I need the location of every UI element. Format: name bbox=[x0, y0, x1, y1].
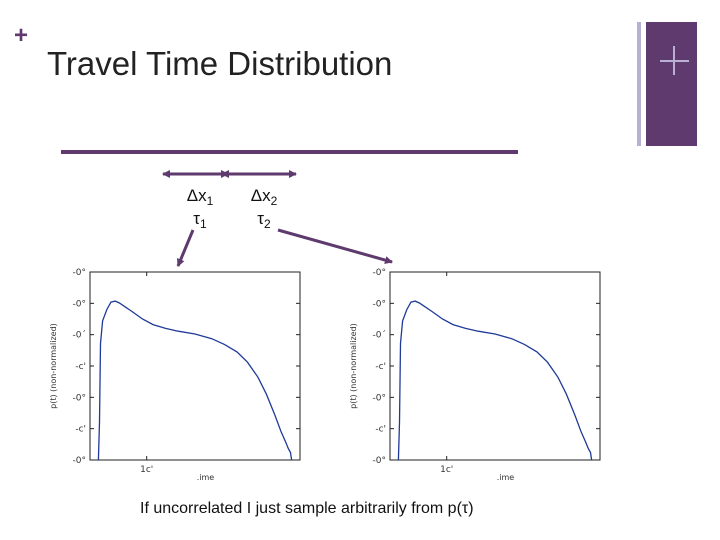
y-tick-label: -0´ bbox=[373, 330, 386, 341]
distribution-plot-2: -0° -0° -0´ -c' -0° -c' -0° 1c' .ime p(t) (non-no… bbox=[349, 268, 601, 482]
x-axis-label: .ime bbox=[197, 473, 215, 482]
y-tick-label: -0° bbox=[373, 299, 386, 309]
segment-1-tau-label: τ1 bbox=[193, 209, 207, 231]
distribution-curve bbox=[97, 300, 293, 461]
y-axis-label: p(t) (non-normalized) bbox=[49, 323, 58, 409]
y-axis-label: p(t) (non-normalized) bbox=[349, 323, 358, 409]
y-tick-label: -0´ bbox=[73, 330, 86, 341]
distribution-plot-1: -0° -0° -0´ -c' -0° -c' -0° 1c' .ime p(t) (non-no… bbox=[49, 268, 301, 482]
accent-cross-vertical bbox=[673, 46, 675, 75]
accent-bar-thin bbox=[637, 22, 641, 146]
plot-frame bbox=[389, 271, 601, 461]
y-tick-label: -0° bbox=[373, 456, 386, 466]
slide-caption: If uncorrelated I just sample arbitraril… bbox=[140, 500, 474, 517]
slide-title: Travel Time Distribution bbox=[47, 45, 393, 82]
distribution-curve bbox=[397, 300, 593, 461]
pointer-arrow-2 bbox=[277, 228, 393, 264]
y-tick-label: -0° bbox=[73, 268, 86, 278]
x-tick-label: 1c' bbox=[140, 465, 153, 475]
y-tick-label: -c' bbox=[75, 362, 86, 372]
accent-bar-thick bbox=[646, 22, 697, 146]
plot-frame bbox=[89, 271, 301, 461]
segment-2-tau-label: τ2 bbox=[257, 209, 271, 231]
pointer-arrow-1 bbox=[176, 229, 195, 267]
y-tick-label: -c' bbox=[375, 425, 386, 435]
y-tick-label: -c' bbox=[75, 425, 86, 435]
segment-1-dx-label: Δx1 bbox=[186, 186, 214, 208]
y-tick-label: -0° bbox=[73, 393, 86, 403]
y-tick-label: -0° bbox=[73, 299, 86, 309]
x-axis-label: .ime bbox=[497, 473, 515, 482]
x-tick-label: 1c' bbox=[440, 465, 453, 475]
y-tick-label: -c' bbox=[375, 362, 386, 372]
y-tick-label: -0° bbox=[73, 456, 86, 466]
plus-icon: + bbox=[14, 22, 29, 49]
y-tick-label: -0° bbox=[373, 393, 386, 403]
path-bar bbox=[61, 150, 518, 154]
segment-2-dx-label: Δx2 bbox=[250, 186, 278, 208]
y-tick-label: -0° bbox=[373, 268, 386, 278]
